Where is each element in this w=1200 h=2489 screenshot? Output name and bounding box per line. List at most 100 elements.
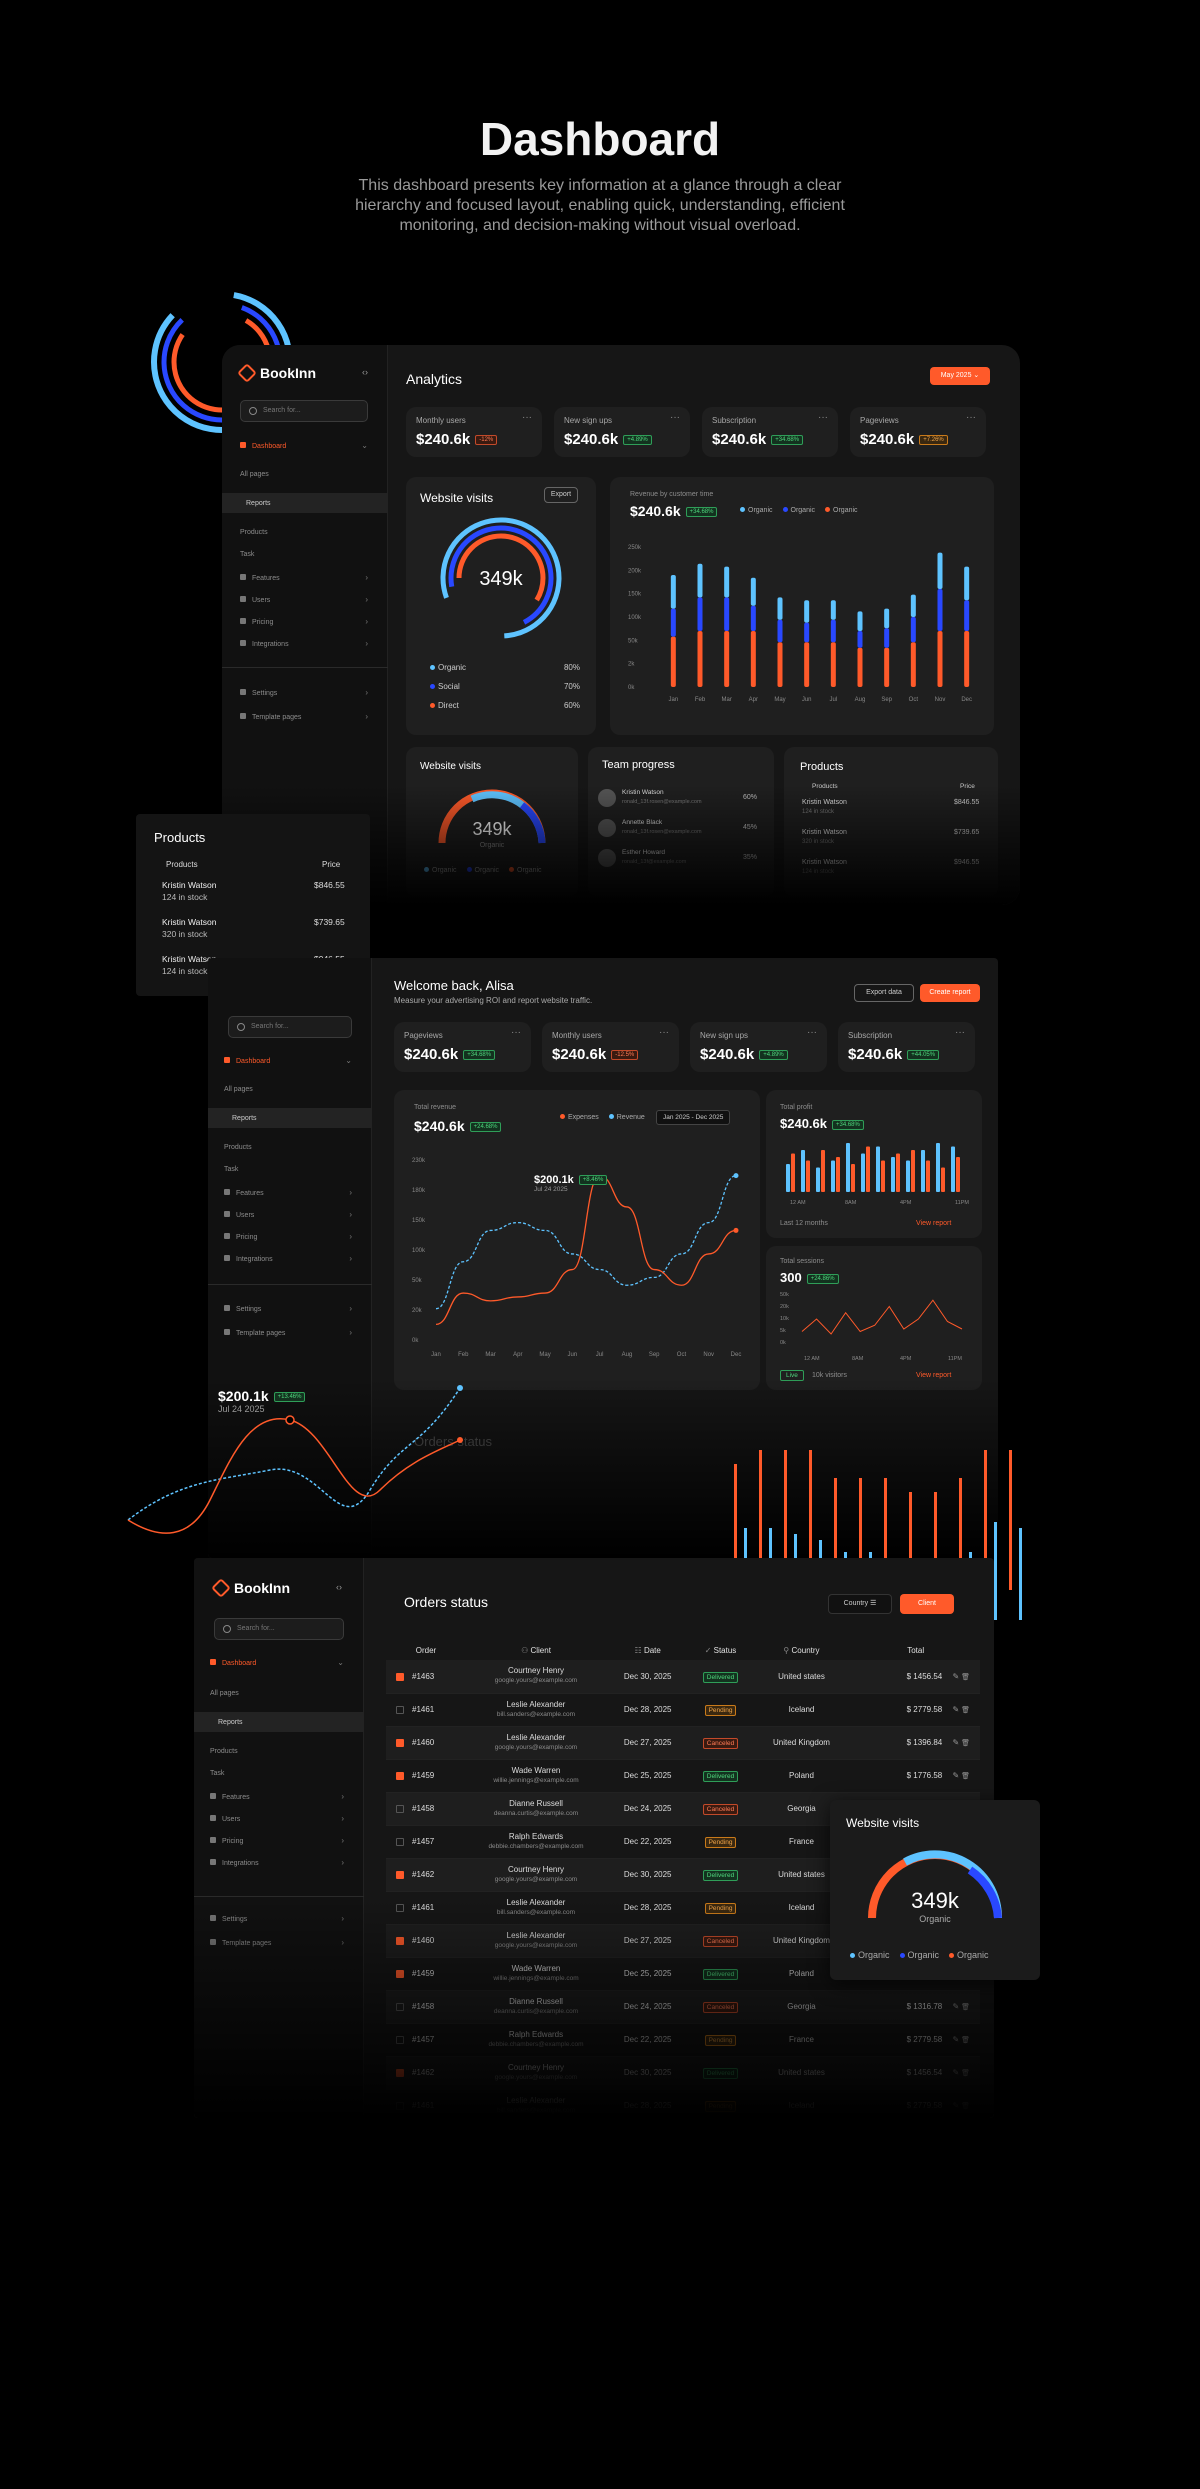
country-filter-button[interactable]: Country ☰ [828,1594,892,1614]
date-button[interactable]: May 2025 ⌄ [930,367,990,385]
delete-icon[interactable]: 🗑 [959,2070,970,2077]
row-checkbox[interactable] [396,1705,404,1714]
nav-features[interactable]: Features › [210,1792,344,1801]
nav-template-pages[interactable]: Template pages › [210,1938,344,1947]
table-row[interactable]: #1458 Dianne Russell deanna.curtis@example… [386,1990,980,2024]
row-checkbox[interactable] [396,1738,404,1747]
row-checkbox[interactable] [396,2002,404,2011]
row-checkbox[interactable] [396,1936,404,1945]
nav-task[interactable]: Task [240,551,255,558]
collapse-icon[interactable]: ‹› [362,367,368,377]
nav-all-pages[interactable]: All pages [210,1690,239,1697]
row-checkbox[interactable] [396,2101,404,2110]
column-header[interactable]: Order [386,1640,466,1660]
nav-dashboard[interactable]: Dashboard ⌄ [224,1056,352,1065]
client-button[interactable]: Client [900,1594,954,1614]
more-icon[interactable]: ··· [818,412,828,423]
column-header[interactable]: ✓ Status [689,1640,751,1660]
nav-users[interactable]: Users › [210,1814,344,1823]
nav-task[interactable]: Task [210,1770,225,1777]
table-row[interactable]: #1461 Leslie Alexander bill.sanders@exampl… [386,1693,980,1727]
more-icon[interactable]: ··· [511,1027,521,1038]
nav-reports[interactable]: Reports [208,1108,372,1128]
profit-view-report-link[interactable]: View report [916,1220,952,1227]
more-icon[interactable]: ··· [659,1027,669,1038]
collapse-icon[interactable]: ‹› [336,1582,342,1592]
row-checkbox[interactable] [396,2068,404,2077]
sessions-view-report-link[interactable]: View report [916,1372,952,1379]
row-checkbox[interactable] [396,1771,404,1780]
nav-settings[interactable]: Settings › [210,1914,344,1923]
table-row[interactable]: #1459 Wade Warren willie.jennings@example.… [386,1759,980,1793]
nav-reports[interactable]: Reports [194,1712,364,1732]
row-checkbox[interactable] [396,2035,404,2044]
nav-reports[interactable]: Reports [222,493,388,513]
search-input-3[interactable]: Search for... [214,1618,344,1640]
more-icon[interactable]: ··· [966,412,976,423]
table-row[interactable]: #1461 Leslie Alexander bill.sanders@exampl… [386,2089,980,2118]
edit-icon[interactable]: ✎ [950,2101,960,2110]
row-checkbox[interactable] [396,1870,404,1879]
nav-features[interactable]: Features › [224,1188,352,1197]
nav-users[interactable]: Users › [240,595,368,604]
table-row[interactable]: #1462 Courtney Henry google.yours@example.… [386,2056,980,2090]
nav-template-pages[interactable]: Template pages › [240,712,368,721]
delete-icon[interactable]: 🗑 [959,2037,970,2044]
row-checkbox[interactable] [396,1804,404,1813]
nav-dashboard[interactable]: Dashboard ⌄ [210,1658,344,1667]
column-header[interactable]: Total [851,1640,980,1660]
nav-features[interactable]: Features › [240,573,368,582]
more-icon[interactable]: ··· [670,412,680,423]
export-data-button[interactable]: Export data [854,984,914,1002]
search-input-2[interactable]: Search for... [228,1016,352,1038]
table-row[interactable]: #1460 Leslie Alexander google.yours@exampl… [386,1726,980,1760]
row-checkbox[interactable] [396,1672,404,1681]
delete-icon[interactable]: 🗑 [959,2004,970,2011]
nav-integrations[interactable]: Integrations › [240,639,368,648]
nav-products[interactable]: Products [240,529,268,536]
search-input[interactable]: Search for... [240,400,368,422]
delete-icon[interactable]: 🗑 [959,1740,970,1747]
column-header[interactable]: ⚲ Country [752,1640,852,1660]
nav-pricing[interactable]: Pricing › [240,617,368,626]
table-row[interactable]: #1463 Courtney Henry google.yours@example.… [386,1660,980,1694]
nav-all-pages[interactable]: All pages [240,471,269,478]
brand-logo[interactable]: BookInn [237,363,316,383]
column-header[interactable]: ☷ Date [606,1640,689,1660]
delete-icon[interactable]: 🗑 [959,1673,970,1681]
nav-settings[interactable]: Settings › [224,1304,352,1313]
more-icon[interactable]: ··· [522,412,532,423]
nav-dashboard[interactable]: Dashboard ⌄ [240,441,368,450]
edit-icon[interactable]: ✎ [950,2002,960,2011]
delete-icon[interactable]: 🗑 [959,1707,970,1714]
edit-icon[interactable]: ✎ [950,1738,960,1747]
date-range-button[interactable]: Jan 2025 - Dec 2025 [656,1110,731,1125]
export-button[interactable]: Export [544,487,578,503]
nav-pricing[interactable]: Pricing › [224,1232,352,1241]
column-header[interactable]: ⚇ Client [466,1640,606,1660]
edit-icon[interactable]: ✎ [950,1705,960,1714]
row-checkbox[interactable] [396,1903,404,1912]
edit-icon[interactable]: ✎ [950,1671,960,1681]
nav-task[interactable]: Task [224,1166,239,1173]
more-icon[interactable]: ··· [955,1027,965,1038]
edit-icon[interactable]: ✎ [950,1771,960,1780]
brand-logo[interactable]: BookInn [211,1578,290,1598]
edit-icon[interactable]: ✎ [950,2035,960,2044]
delete-icon[interactable]: 🗑 [959,2103,970,2110]
row-checkbox[interactable] [396,1969,404,1978]
table-row[interactable]: #1457 Ralph Edwards debbie.chambers@exampl… [386,2023,980,2057]
edit-icon[interactable]: ✎ [950,2068,960,2077]
nav-products[interactable]: Products [224,1144,252,1151]
delete-icon[interactable]: 🗑 [959,1773,970,1780]
nav-pricing[interactable]: Pricing › [210,1836,344,1845]
more-icon[interactable]: ··· [807,1027,817,1038]
row-checkbox[interactable] [396,1837,404,1846]
nav-settings[interactable]: Settings › [240,688,368,697]
nav-users[interactable]: Users › [224,1210,352,1219]
nav-products[interactable]: Products [210,1748,238,1755]
nav-template-pages[interactable]: Template pages › [224,1328,352,1337]
create-report-button[interactable]: Create report [920,984,980,1002]
nav-all-pages[interactable]: All pages [224,1086,253,1093]
nav-integrations[interactable]: Integrations › [224,1254,352,1263]
